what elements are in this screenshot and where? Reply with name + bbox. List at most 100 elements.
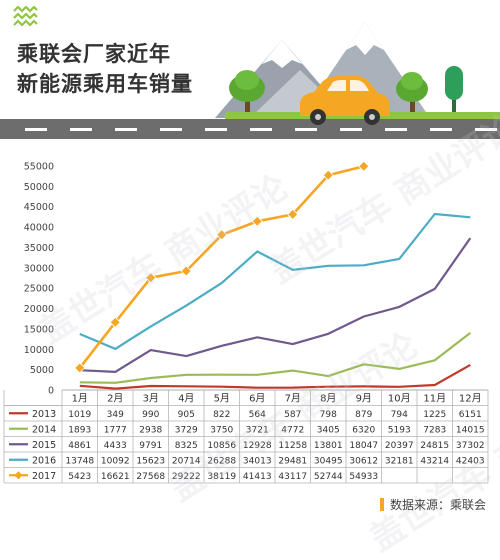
data-label: 30495	[314, 456, 343, 466]
y-tick-label: 30000	[24, 263, 54, 274]
data-label: 2938	[139, 425, 162, 435]
data-label: 13801	[314, 441, 343, 451]
data-label: 12928	[243, 441, 272, 451]
legend-entry: 2014	[32, 424, 56, 435]
data-point-2017	[180, 265, 192, 277]
data-point-2017	[287, 208, 299, 220]
data-label: 15623	[136, 456, 165, 466]
source-text: 数据来源：乘联会	[389, 498, 486, 512]
data-label: 6151	[459, 410, 482, 420]
data-label: 29481	[278, 456, 307, 466]
data-label: 20397	[385, 441, 414, 451]
data-label: 18047	[349, 441, 378, 451]
data-point-2017	[216, 229, 228, 241]
data-label: 52744	[314, 472, 343, 482]
data-point-2017	[251, 215, 263, 227]
legend-entry: 2015	[32, 440, 56, 451]
infographic-page: 乘联会厂家近年 新能源乘用车销量 0 5000 10000 15000 20000 250…	[0, 6, 500, 560]
data-label: 822	[213, 410, 230, 420]
legend-marker-2017	[14, 471, 23, 480]
data-label: 3750	[210, 425, 233, 435]
data-label: 27568	[136, 472, 165, 482]
data-label: 9791	[139, 441, 162, 451]
data-point-2017	[145, 272, 157, 284]
data-label: 37302	[456, 441, 485, 451]
data-label: 54933	[349, 472, 378, 482]
x-tick-label: 8月	[320, 393, 336, 405]
x-tick-label: 12月	[459, 393, 482, 405]
data-label: 990	[142, 410, 159, 420]
x-tick-label: 10月	[388, 393, 411, 405]
data-label: 10856	[207, 441, 236, 451]
series-line-2015	[79, 237, 472, 373]
chart-title-line1: 乘联会厂家近年	[17, 42, 171, 66]
data-point-2017	[358, 160, 370, 172]
data-label: 10092	[101, 456, 130, 466]
data-label: 794	[391, 410, 408, 420]
data-label: 13748	[65, 456, 94, 466]
y-tick-label: 25000	[24, 284, 54, 295]
data-label: 798	[320, 410, 337, 420]
data-label: 1893	[68, 425, 91, 435]
x-tick-label: 1月	[72, 393, 88, 405]
data-label: 905	[178, 410, 195, 420]
data-label: 42403	[456, 456, 485, 466]
y-tick-label: 45000	[24, 202, 54, 213]
car-icon	[300, 76, 390, 125]
tree-icon	[229, 66, 463, 118]
data-label: 11258	[278, 441, 307, 451]
y-tick-label: 40000	[24, 223, 54, 234]
x-tick-label: 5月	[214, 393, 230, 405]
data-label: 16621	[101, 472, 130, 482]
data-label: 879	[355, 410, 372, 420]
x-tick-label: 9月	[356, 393, 372, 405]
y-tick-label: 20000	[24, 304, 54, 315]
data-label: 5423	[68, 472, 91, 482]
x-tick-label: 6月	[249, 393, 265, 405]
x-tick-label: 2月	[107, 393, 123, 405]
data-label: 14015	[456, 425, 485, 435]
data-label: 564	[249, 410, 266, 420]
source-note: 数据来源：乘联会	[379, 496, 486, 513]
y-tick-label: 50000	[24, 182, 54, 193]
data-label: 4772	[281, 425, 304, 435]
data-label: 34013	[243, 456, 272, 466]
y-tick-label: 15000	[24, 324, 54, 335]
x-tick-label: 3月	[143, 393, 159, 405]
data-point-2017	[322, 169, 334, 181]
series-line-2014	[79, 332, 471, 384]
y-tick-label: 35000	[24, 243, 54, 254]
banner-illustration	[0, 22, 500, 139]
data-label: 29222	[172, 472, 201, 482]
legend-entry: 2016	[32, 455, 56, 466]
data-label: 38119	[207, 472, 236, 482]
data-label: 1777	[104, 425, 127, 435]
data-label: 43117	[278, 472, 307, 482]
y-tick-label: 10000	[24, 345, 54, 356]
legend-entry: 2013	[32, 409, 56, 420]
y-tick-label: 0	[48, 386, 54, 397]
data-label: 3729	[175, 425, 198, 435]
data-label: 1019	[68, 410, 91, 420]
data-label: 587	[284, 410, 301, 420]
data-label: 32181	[385, 456, 414, 466]
source-marker	[379, 498, 384, 511]
wave-icon	[13, 6, 38, 27]
data-label: 41413	[243, 472, 272, 482]
series-line-2016	[79, 212, 471, 350]
data-label: 43214	[420, 456, 449, 466]
series-line-2013	[79, 363, 471, 390]
data-label: 3721	[246, 425, 269, 435]
x-tick-label: 4月	[178, 393, 194, 405]
data-label: 24815	[420, 441, 449, 451]
data-point-2017	[109, 316, 121, 328]
data-label: 8325	[175, 441, 198, 451]
chart-title-line2: 新能源乘用车销量	[17, 72, 193, 96]
y-tick-label: 5000	[30, 365, 54, 376]
legend-entry: 2017	[32, 471, 56, 482]
data-point-2017	[74, 362, 86, 374]
data-label: 349	[107, 410, 124, 420]
data-label: 5193	[388, 425, 411, 435]
data-label: 20714	[172, 456, 201, 466]
y-tick-label: 55000	[24, 162, 54, 173]
